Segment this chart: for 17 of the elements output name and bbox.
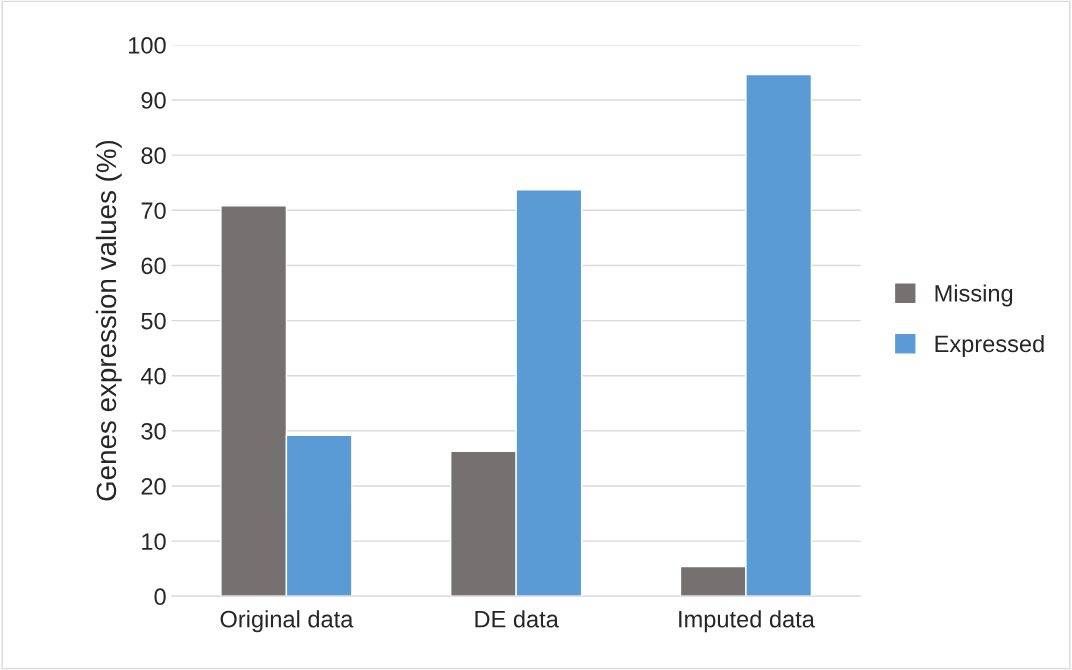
y-tick-label: 10 <box>142 533 166 550</box>
legend-label: Missing <box>935 284 1013 307</box>
y-tick-label: 20 <box>141 478 166 495</box>
x-tick-label: DE data <box>475 610 559 628</box>
legend-label: Expressed <box>935 334 1044 357</box>
x-tick-label: Imputed data <box>679 610 815 633</box>
y-tick-label: 50 <box>141 312 166 330</box>
y-tick-label: 80 <box>141 147 166 164</box>
y-tick-label: 30 <box>141 422 166 440</box>
y-tick-label: 90 <box>141 92 166 109</box>
y-tick-label: 0 <box>154 588 166 606</box>
x-tick-label: Original data <box>220 610 354 633</box>
y-tick-label: 100 <box>129 36 166 54</box>
y-axis-title: Genes expression values (%) <box>95 140 122 501</box>
y-tick-label: 40 <box>140 367 166 385</box>
y-tick-label: 70 <box>141 202 166 220</box>
y-tick-label: 60 <box>141 257 166 275</box>
